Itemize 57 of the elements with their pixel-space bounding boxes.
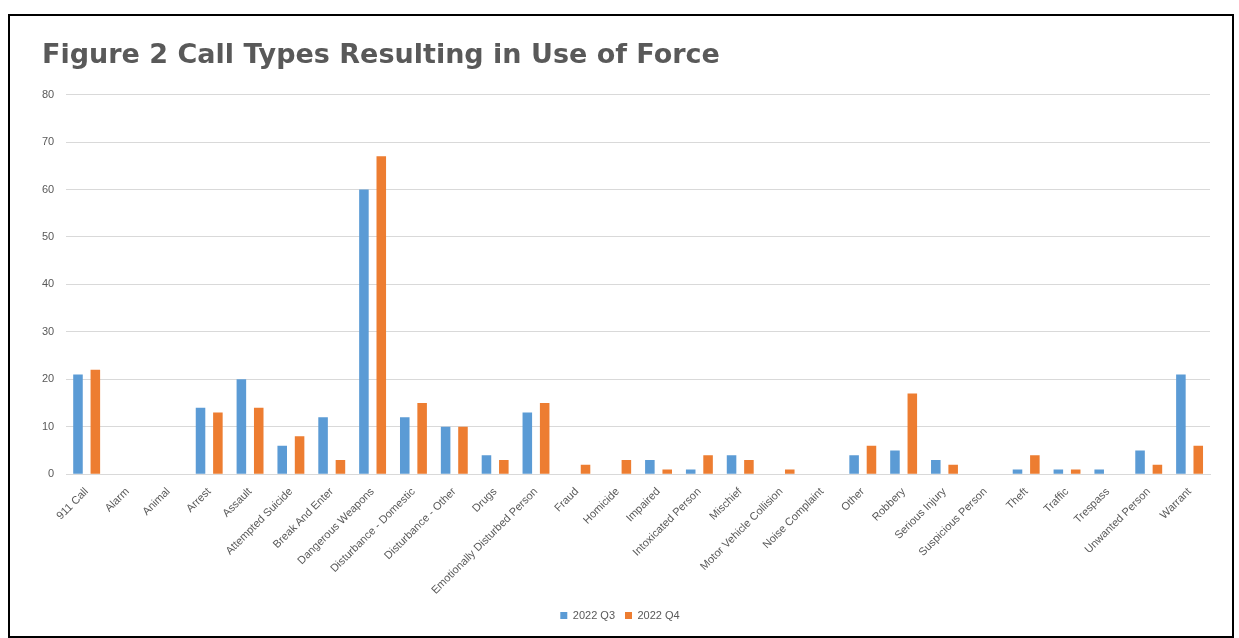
- bar: [213, 412, 223, 474]
- bar: [890, 450, 900, 474]
- bar: [253, 407, 264, 474]
- bar: [458, 426, 468, 474]
- bar: [481, 455, 492, 474]
- bar: [90, 369, 101, 474]
- bar: [726, 455, 737, 474]
- bar: [931, 459, 941, 474]
- legend-label: 2022 Q4: [637, 608, 680, 621]
- bar: [318, 417, 328, 474]
- bar: [1053, 469, 1064, 474]
- y-tick-label: 20: [41, 372, 55, 385]
- bar: [662, 469, 672, 474]
- bar: [522, 412, 533, 474]
- y-tick-label: 40: [41, 277, 55, 290]
- y-tick-label: 0: [48, 467, 55, 480]
- bar: [1135, 450, 1145, 474]
- bar: [1152, 464, 1163, 474]
- bar: [703, 455, 713, 474]
- bar: [645, 459, 655, 474]
- y-tick-label: 30: [41, 324, 55, 337]
- bar: [1094, 469, 1104, 474]
- bar: [907, 393, 918, 474]
- bar: [1176, 374, 1186, 474]
- bar: [359, 189, 369, 474]
- chart-title: Figure 2 Call Types Resulting in Use of Force: [42, 38, 720, 69]
- bar: [1030, 455, 1040, 474]
- bar: [400, 417, 410, 474]
- bar: [335, 459, 346, 474]
- y-tick-label: 50: [41, 229, 55, 242]
- bar: [580, 464, 591, 474]
- bar: [1070, 469, 1081, 474]
- bar: [440, 426, 451, 474]
- bar: [784, 469, 795, 474]
- y-tick-label: 10: [41, 419, 55, 432]
- legend-label: 2022 Q3: [572, 608, 615, 621]
- bar: [621, 459, 632, 474]
- y-tick-label: 80: [41, 87, 55, 100]
- bar: [539, 403, 550, 474]
- x-tick-label: 911 Call: [53, 484, 91, 522]
- bar: [277, 445, 287, 474]
- bar: [73, 374, 83, 474]
- bar: [376, 156, 387, 474]
- bar: [294, 436, 305, 474]
- bar: [849, 455, 859, 474]
- bar: [499, 459, 509, 474]
- bar: [948, 464, 958, 474]
- bar: [1012, 469, 1023, 474]
- bar: [417, 403, 427, 474]
- bar: [1193, 445, 1204, 474]
- bar: [685, 469, 696, 474]
- bar: [195, 407, 206, 474]
- bar: [236, 379, 247, 474]
- bar: [866, 445, 877, 474]
- y-tick-label: 60: [41, 182, 55, 195]
- y-tick-label: 70: [41, 135, 55, 148]
- bar: [744, 459, 754, 474]
